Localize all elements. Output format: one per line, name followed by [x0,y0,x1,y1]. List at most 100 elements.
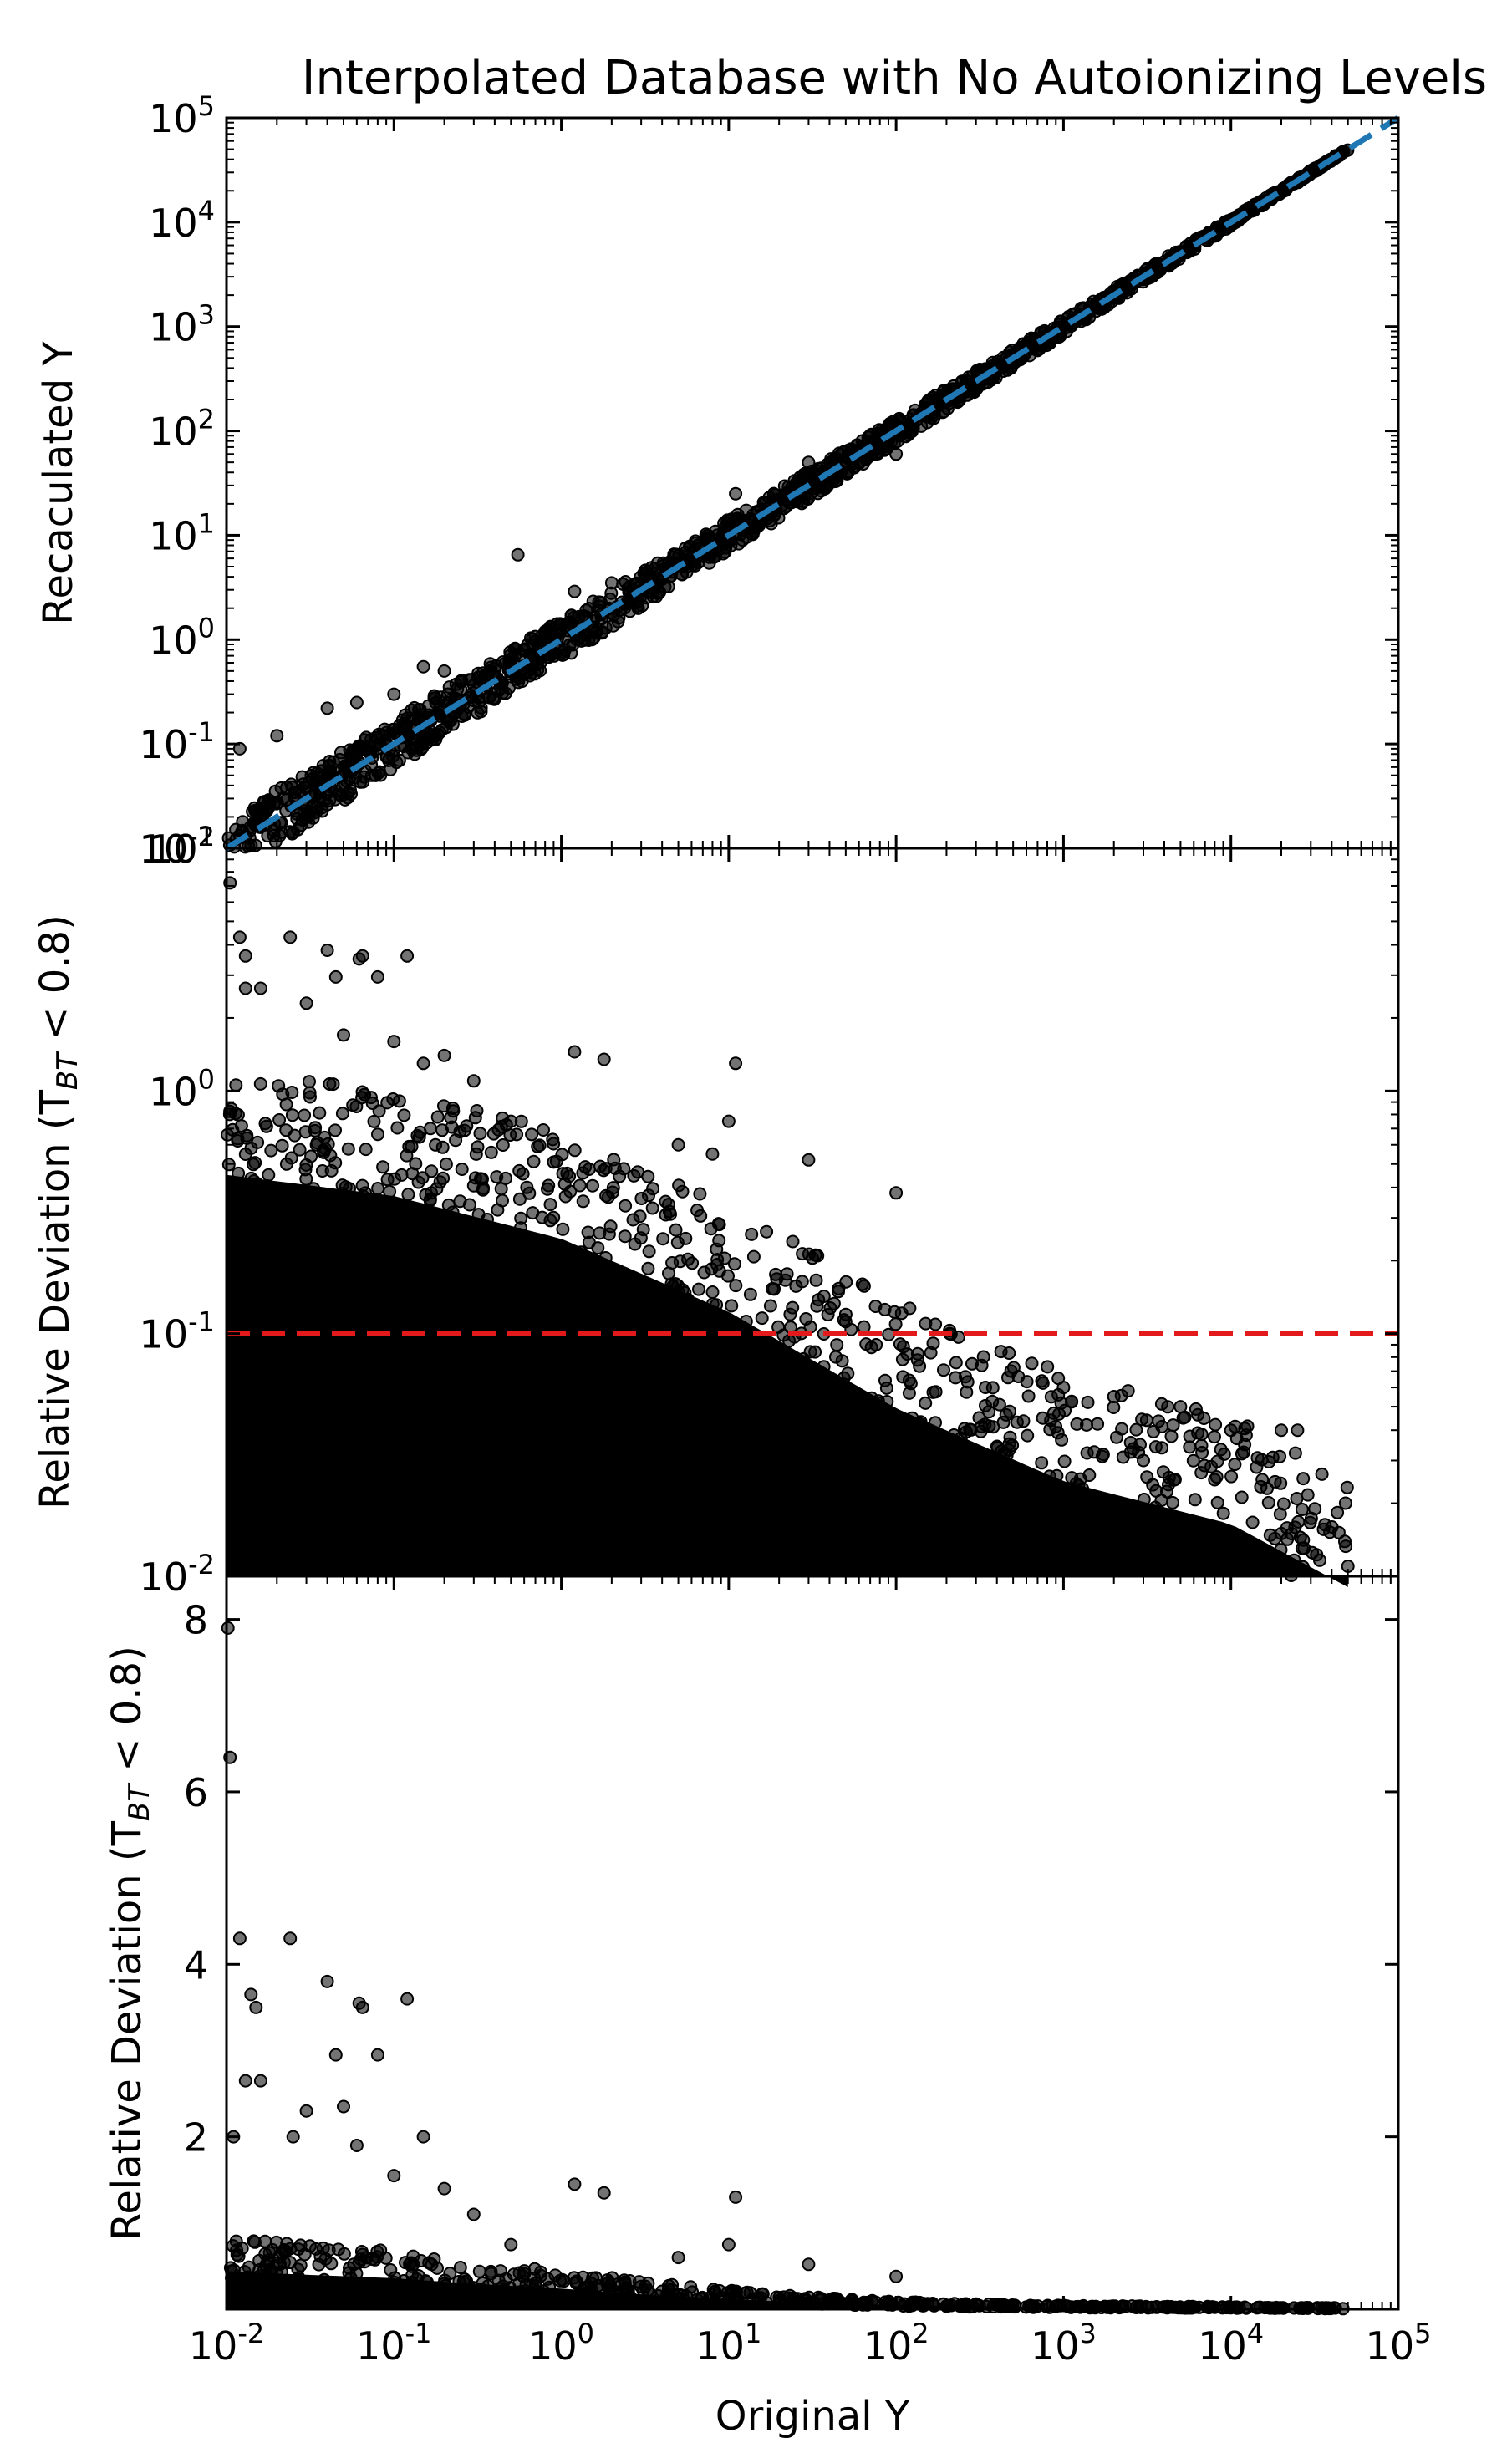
data-point [1057,1481,1072,1495]
data-point [288,1128,302,1143]
data-point [417,734,431,748]
data-point [996,364,1011,378]
data-point [272,1113,287,1127]
data-point [474,700,488,715]
outlier-point [270,729,284,743]
data-point [1235,1490,1249,1504]
data-point [400,1148,414,1163]
data-point [337,2247,351,2261]
data-point [669,1277,683,1291]
data-point [290,1185,304,1199]
data-point [743,1287,757,1301]
data-point [888,1317,903,1331]
outlier-point [568,584,582,598]
data-point [665,1256,680,1270]
data-point [276,791,290,806]
data-point [581,1225,595,1239]
data-point [1234,1542,1248,1556]
data-point [1110,1430,1123,1444]
y-tick-label: 10-1 [140,716,215,767]
data-point [455,1163,469,1176]
data-point [1025,1356,1039,1371]
data-point [1179,239,1194,253]
data-point [979,1398,992,1412]
panel-top-ylabel: Recaculated Y [35,341,82,625]
outlier-point [721,1114,736,1128]
data-point [863,1398,878,1412]
outlier-point [437,664,451,678]
data-point [809,1273,823,1287]
data-point [699,527,713,542]
data-point [990,354,1005,369]
data-point [1021,1389,1036,1403]
data-point [1129,1422,1143,1437]
data-point [335,1107,349,1121]
data-point [496,1138,510,1152]
outlier-point [349,2139,364,2152]
data-point [679,545,693,559]
data-point [576,1194,590,1209]
panel-top-scatter [221,115,1400,854]
data-point [591,1241,605,1255]
data-point [531,1139,545,1153]
data-point [1216,1506,1230,1520]
data-point [902,1430,916,1444]
data-point [355,1178,369,1193]
y-tick-label: 104 [149,195,215,246]
outlier-point [328,2048,343,2062]
data-point [1160,1484,1173,1499]
data-point [578,1160,593,1174]
x-tick-label: 101 [695,2318,761,2369]
data-point [369,768,383,782]
data-point [473,1127,487,1141]
data-point [1044,1390,1058,1404]
data-point [1209,1417,1223,1432]
data-point [1200,2300,1214,2314]
data-point [376,1160,390,1174]
outlier-point [337,2099,350,2114]
data-point [410,1128,425,1143]
data-point [1293,1530,1307,1545]
data-point [1290,1492,1304,1505]
data-point [1006,1361,1021,1375]
data-point [1296,1472,1311,1486]
x-tick-label: 103 [1031,2318,1097,2369]
data-point [1036,1376,1050,1390]
x-axis-label: Original Y [715,2393,910,2440]
data-point [638,566,652,580]
data-point [305,1192,319,1206]
data-point [358,733,372,747]
data-point [879,1381,893,1395]
data-point [717,1251,731,1265]
data-point [1143,1511,1157,1525]
data-point [669,1223,683,1237]
data-point [370,2245,384,2258]
panel-top: 10-2 10-1 100 101 102 103 104 105 Recaculated Y [35,90,1400,872]
outlier-point [1275,1526,1288,1540]
data-point [756,2287,770,2301]
data-point [1238,1438,1252,1452]
data-point [510,1127,524,1142]
outlier-point [355,949,369,963]
data-point [593,1159,608,1173]
data-point [1198,1458,1211,1473]
data-point [524,647,538,661]
y-tick-label: 105 [149,90,215,141]
data-point [641,1169,655,1183]
data-point [1261,1495,1275,1509]
data-point [304,1149,318,1163]
data-point [955,2299,969,2313]
data-point [705,1285,720,1299]
data-point [466,678,481,692]
panel-bottom-ylabel: Relative Deviation (TBT < 0.8) [104,1646,156,2241]
data-point [1069,1477,1083,1491]
outlier-point [244,1987,258,2002]
data-point [661,2293,675,2306]
data-point [600,1265,614,1279]
dense-scatter-region [227,1174,1348,1587]
data-point [1274,1543,1288,1557]
data-point [494,1182,508,1196]
data-point [865,2293,879,2308]
data-point [692,1282,705,1296]
data-point [280,781,294,795]
